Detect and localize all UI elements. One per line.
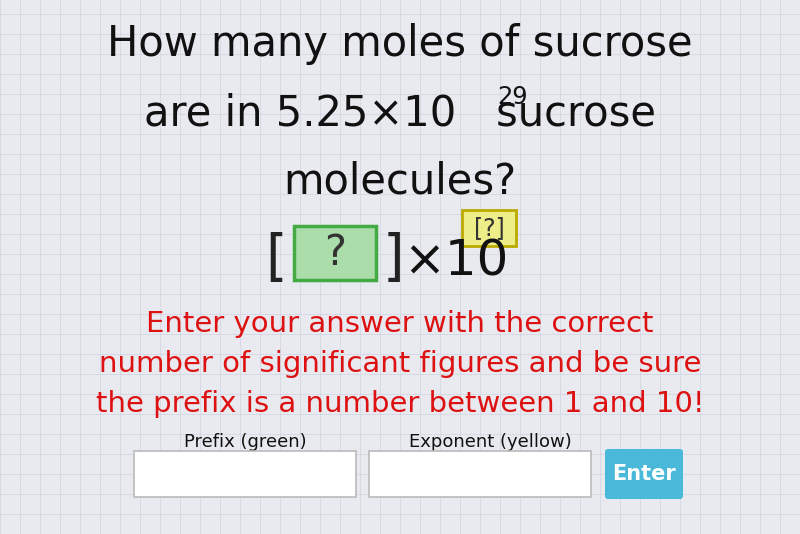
Text: the prefix is a number between 1 and 10!: the prefix is a number between 1 and 10! [96,390,704,418]
Text: How many moles of sucrose: How many moles of sucrose [107,23,693,65]
FancyBboxPatch shape [462,210,516,246]
Text: [?]: [?] [474,216,504,240]
Text: Exponent (yellow): Exponent (yellow) [409,433,571,451]
Text: ?: ? [324,232,346,274]
Text: ×10: ×10 [403,237,508,285]
FancyBboxPatch shape [134,451,356,497]
FancyBboxPatch shape [605,449,683,499]
FancyBboxPatch shape [369,451,591,497]
Text: are in 5.25×10   sucrose: are in 5.25×10 sucrose [144,93,656,135]
Text: [: [ [266,232,287,286]
Text: number of significant figures and be sure: number of significant figures and be sur… [99,350,701,378]
Text: 29: 29 [497,85,528,109]
Text: Enter your answer with the correct: Enter your answer with the correct [146,310,654,338]
Text: ]: ] [383,232,405,286]
FancyBboxPatch shape [294,226,376,280]
Text: molecules?: molecules? [283,161,517,203]
Text: Enter: Enter [612,464,676,484]
Text: Prefix (green): Prefix (green) [184,433,306,451]
